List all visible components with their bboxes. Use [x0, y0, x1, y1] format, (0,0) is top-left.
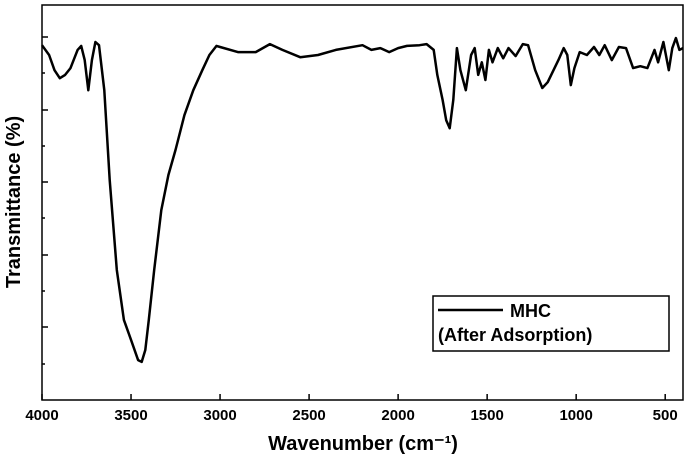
x-tick-label: 1000 — [559, 407, 592, 424]
x-tick-label: 2500 — [292, 407, 325, 424]
x-tick-label: 4000 — [25, 407, 58, 424]
y-axis-title: Transmittance (%) — [3, 116, 25, 288]
x-tick-label: 2000 — [381, 407, 414, 424]
y-axis-ticks — [42, 36, 48, 365]
legend-box — [432, 295, 670, 352]
spectrum-line — [40, 36, 684, 364]
x-tick-label: 3000 — [203, 407, 236, 424]
x-axis-title: Wavenumber (cm⁻¹) — [268, 433, 458, 455]
plot-frame — [41, 4, 684, 401]
x-tick-label: 1500 — [470, 407, 503, 424]
x-tick-label: 500 — [653, 407, 678, 424]
legend-label: MHC (After Adsorption) — [438, 301, 592, 345]
x-tick-label: 3500 — [114, 407, 147, 424]
